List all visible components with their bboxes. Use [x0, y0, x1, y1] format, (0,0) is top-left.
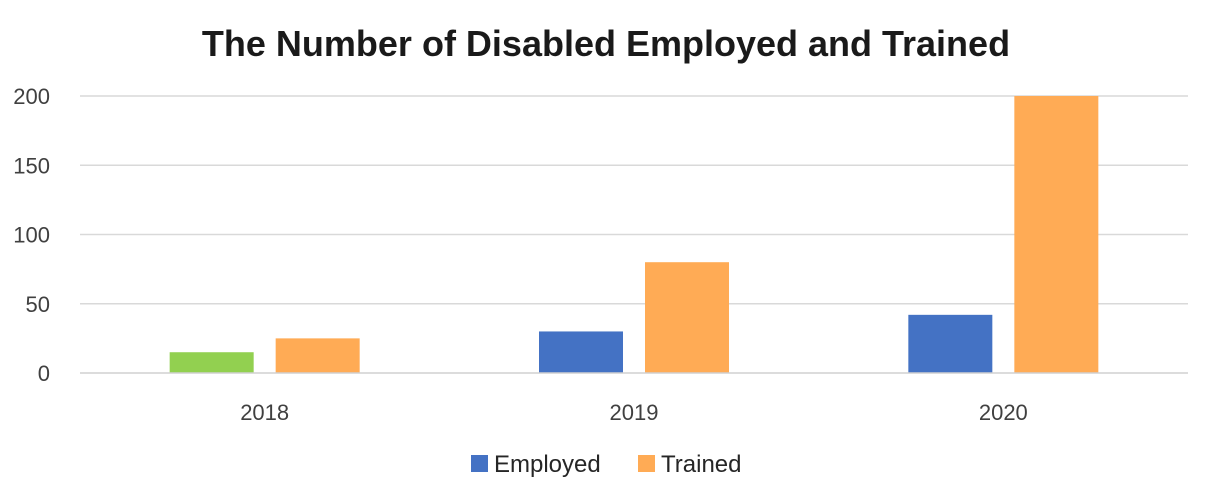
x-tick-label: 2018	[240, 400, 289, 425]
bar-trained-2019	[645, 262, 729, 373]
chart-title: The Number of Disabled Employed and Trai…	[202, 23, 1010, 64]
legend-swatch-employed	[471, 455, 488, 472]
bars	[169, 96, 1099, 373]
x-axis-ticks: 2018 2019 2020	[240, 400, 1028, 425]
legend-label-employed: Employed	[494, 451, 601, 478]
bar-trained-2018	[275, 338, 360, 373]
x-tick-label: 2019	[610, 400, 659, 425]
bar-trained-2020	[1014, 96, 1099, 373]
y-tick-label: 0	[38, 361, 50, 386]
legend: Employed Trained	[471, 451, 741, 478]
y-tick-label: 50	[26, 292, 50, 317]
legend-swatch-trained	[638, 455, 655, 472]
y-tick-label: 100	[13, 223, 50, 248]
bar-employed-2019	[539, 331, 623, 373]
y-tick-label: 200	[13, 84, 50, 109]
y-tick-label: 150	[13, 153, 50, 178]
gridlines	[80, 95, 1188, 305]
x-tick-label: 2020	[979, 400, 1028, 425]
bar-employed-2018	[169, 352, 254, 373]
legend-label-trained: Trained	[661, 451, 741, 478]
bar-employed-2020	[908, 314, 993, 373]
y-axis-ticks: 0 50 100 150 200	[13, 84, 50, 386]
